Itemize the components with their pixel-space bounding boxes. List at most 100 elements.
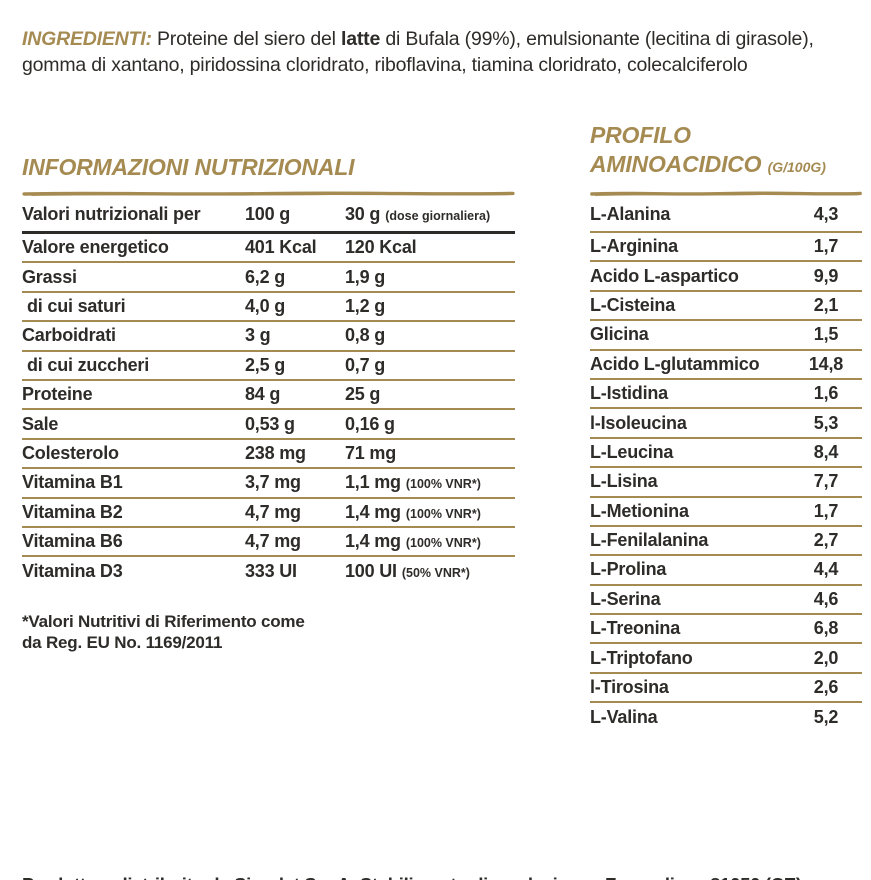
row-label: Colesterolo — [22, 442, 119, 463]
header-col-100g: 100 g — [245, 203, 291, 224]
table-row: L-Metionina 1,7 — [590, 498, 862, 527]
footnote-line1: *Valori Nutritivi di Riferimento come — [22, 611, 305, 631]
table-row: L-Fenilalanina 2,7 — [590, 527, 862, 557]
row-value-30g: 1,4 mg (100% VNR*) — [345, 531, 515, 552]
row-value: 4,4 — [813, 559, 839, 580]
row-label: L-Istidina — [590, 383, 668, 404]
row-value-30g-text: 1,4 mg — [345, 501, 401, 522]
row-value-100g: 401 Kcal — [245, 237, 317, 258]
row-value-100g: 4,7 mg — [245, 501, 301, 522]
amino-title-text: AMINOACIDICO — [590, 151, 768, 177]
row-value: 8,4 — [813, 441, 839, 462]
amino-title-area: PROFILO AMINOACIDICO (G/100G) — [590, 120, 862, 190]
row-value-30g: 1,2 g — [345, 296, 515, 317]
row-value-30g: 71 mg — [345, 443, 515, 464]
row-value-30g-note: (50% VNR*) — [401, 566, 470, 581]
row-value-30g-note: (100% VNR*) — [405, 477, 481, 492]
row-value: 9,9 — [813, 265, 839, 286]
row-label: L-Triptofano — [590, 647, 693, 668]
row-label: L-Alanina — [590, 203, 671, 224]
row-value-30g: 1,9 g — [345, 267, 515, 288]
row-value-30g-text: 1,2 g — [345, 295, 386, 316]
row-value: 6,8 — [813, 618, 839, 639]
table-row: L-Triptofano 2,0 — [590, 644, 862, 674]
row-value-30g-text: 100 UI — [345, 561, 397, 582]
table-row: Vitamina D3 333 UI 100 UI (50% VNR*) — [22, 557, 515, 586]
row-label: Grassi — [22, 266, 77, 287]
amino-title-line2: AMINOACIDICO (G/100G) — [590, 150, 862, 182]
table-row: L-Leucina 8,4 — [590, 439, 862, 469]
table-row: Acido L-aspartico 9,9 — [590, 262, 862, 292]
row-label: Valore energetico — [22, 237, 169, 258]
row-value-100g: 3,7 mg — [245, 472, 301, 493]
row-label: L-Arginina — [590, 236, 678, 257]
row-value-30g-text: 0,16 g — [345, 413, 395, 434]
row-value-100g: 4,7 mg — [245, 531, 301, 552]
table-row: L-Cisteina 2,1 — [590, 292, 862, 322]
row-value-100g: 238 mg — [245, 442, 306, 463]
table-row: Sale 0,53 g 0,16 g — [22, 410, 515, 440]
row-label: l-Isoleucina — [590, 412, 687, 433]
table-row: Vitamina B2 4,7 mg 1,4 mg (100% VNR*) — [22, 499, 515, 528]
row-value: 5,3 — [813, 412, 839, 433]
table-row: L-Valina 5,2 — [590, 703, 862, 732]
row-value-30g-text: 1,9 g — [345, 266, 386, 287]
amino-title-line1: PROFILO — [590, 122, 691, 148]
row-label: Carboidrati — [22, 325, 116, 346]
row-label: di cui zuccheri — [27, 354, 150, 375]
row-label: Glicina — [590, 324, 649, 345]
table-row: Vitamina B1 3,7 mg 1,1 mg (100% VNR*) — [22, 469, 515, 499]
row-value-30g: 0,8 g — [345, 325, 515, 346]
table-row: L-Prolina 4,4 — [590, 556, 862, 586]
table-row: Proteine 84 g 25 g — [22, 381, 515, 411]
row-value-30g: 1,4 mg (100% VNR*) — [345, 502, 515, 523]
row-label: Acido L-aspartico — [590, 265, 739, 286]
row-label: Proteine — [22, 384, 93, 405]
row-label: L-Metionina — [590, 500, 689, 521]
row-value: 4,3 — [813, 203, 839, 224]
row-label: L-Leucina — [590, 441, 674, 462]
row-label: Vitamina B2 — [22, 501, 123, 522]
table-row: Acido L-glutammico 14,8 — [590, 351, 862, 380]
row-value-100g: 333 UI — [245, 561, 297, 582]
row-value: 1,5 — [813, 324, 839, 345]
table-row: L-Treonina 6,8 — [590, 615, 862, 645]
row-value-30g: 100 UI (50% VNR*) — [345, 561, 515, 582]
row-value: 2,7 — [813, 530, 839, 551]
ingredients-bold-word: latte — [341, 28, 381, 50]
row-label: L-Valina — [590, 707, 658, 728]
header-col-30g: 30 g (dose giornaliera) — [345, 204, 515, 225]
row-label: Sale — [22, 413, 59, 434]
row-value: 4,6 — [813, 588, 839, 609]
table-row: l-Tirosina 2,6 — [590, 674, 862, 704]
row-label: L-Serina — [590, 588, 661, 609]
row-label: Acido L-glutammico — [590, 353, 760, 374]
row-value-30g-text: 25 g — [345, 384, 381, 405]
table-row: l-Isoleucina 5,3 — [590, 409, 862, 439]
table-row: L-Serina 4,6 — [590, 586, 862, 616]
row-value-100g: 6,2 g — [245, 266, 286, 287]
table-row: Valore energetico 401 Kcal 120 Kcal — [22, 234, 515, 264]
table-row: Grassi 6,2 g 1,9 g — [22, 263, 515, 293]
row-value-30g: 1,1 mg (100% VNR*) — [345, 472, 515, 493]
row-label: L-Prolina — [590, 559, 667, 580]
nutrition-title-area: INFORMAZIONI NUTRIZIONALI — [22, 120, 515, 190]
nutrition-table-header: Valori nutrizionali per 100 g 30 g (dose… — [22, 197, 515, 234]
brush-underline — [22, 191, 515, 197]
row-value-100g: 0,53 g — [245, 413, 295, 434]
nutrition-rows: Valore energetico 401 Kcal 120 Kcal Gras… — [22, 234, 515, 587]
table-row: Carboidrati 3 g 0,8 g — [22, 322, 515, 352]
row-label: L-Cisteina — [590, 294, 676, 315]
row-label: L-Treonina — [590, 618, 681, 639]
table-row: L-Alanina 4,3 — [590, 197, 862, 233]
footnote: *Valori Nutritivi di Riferimento come da… — [22, 611, 515, 653]
table-row: L-Istidina 1,6 — [590, 380, 862, 410]
row-value-30g-text: 71 mg — [345, 442, 397, 463]
table-row: di cui zuccheri 2,5 g 0,7 g — [22, 352, 515, 381]
row-value-30g: 25 g — [345, 384, 515, 405]
row-label: Vitamina B6 — [22, 531, 123, 552]
table-row: di cui saturi 4,0 g 1,2 g — [22, 293, 515, 323]
row-value-30g-text: 0,8 g — [345, 325, 386, 346]
row-value: 2,6 — [813, 677, 839, 698]
